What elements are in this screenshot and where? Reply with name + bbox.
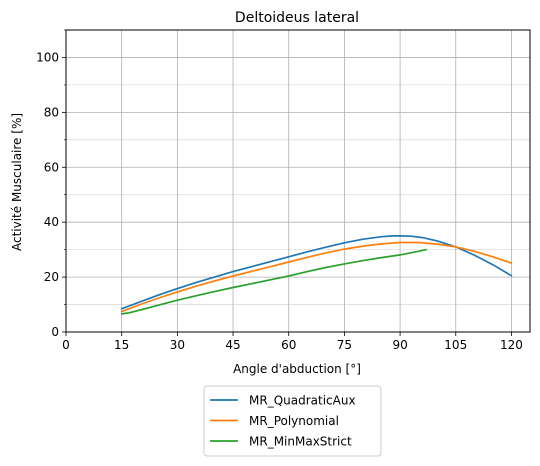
gridlines <box>65 29 530 333</box>
x-tick-label: 0 <box>62 338 70 352</box>
y-tick-label: 0 <box>51 325 59 339</box>
y-tick-label: 40 <box>44 215 59 229</box>
plot-frame <box>65 29 531 333</box>
legend-label: MR_Polynomial <box>249 414 339 428</box>
x-tick-label: 30 <box>170 338 185 352</box>
axis-ticks: 0 15 30 45 60 75 90 105 120 0 20 40 60 80 100 <box>36 29 523 352</box>
series-line-MR_Polynomial <box>120 241 513 313</box>
series-line-MR_QuadraticAux <box>120 235 513 310</box>
chart-title: Deltoideus lateral <box>235 10 359 26</box>
y-tick-label: 60 <box>44 160 59 174</box>
y-tick-label: 80 <box>44 105 59 119</box>
x-axis-label: Angle d'abduction [°] <box>233 362 361 376</box>
x-tick-label: 45 <box>225 338 240 352</box>
legend-label: MR_MinMaxStrict <box>249 435 352 449</box>
series-line-MR_MinMaxStrict <box>120 248 427 315</box>
y-axis-label: Activité Musculaire [%] <box>10 113 24 251</box>
x-tick-label: 60 <box>281 338 296 352</box>
legend-frame <box>203 385 382 457</box>
x-tick-label: 90 <box>392 338 407 352</box>
chart-legend: MR_QuadraticAux MR_Polynomial MR_MinMaxStr… <box>203 385 382 457</box>
series-lines <box>120 235 513 315</box>
legend-label: MR_QuadraticAux <box>249 394 356 408</box>
x-tick-label: 105 <box>444 338 467 352</box>
x-tick-label: 120 <box>500 338 523 352</box>
y-tick-label: 100 <box>36 50 59 64</box>
y-tick-label: 20 <box>44 270 59 284</box>
x-tick-label: 15 <box>114 338 129 352</box>
x-tick-label: 75 <box>337 338 352 352</box>
